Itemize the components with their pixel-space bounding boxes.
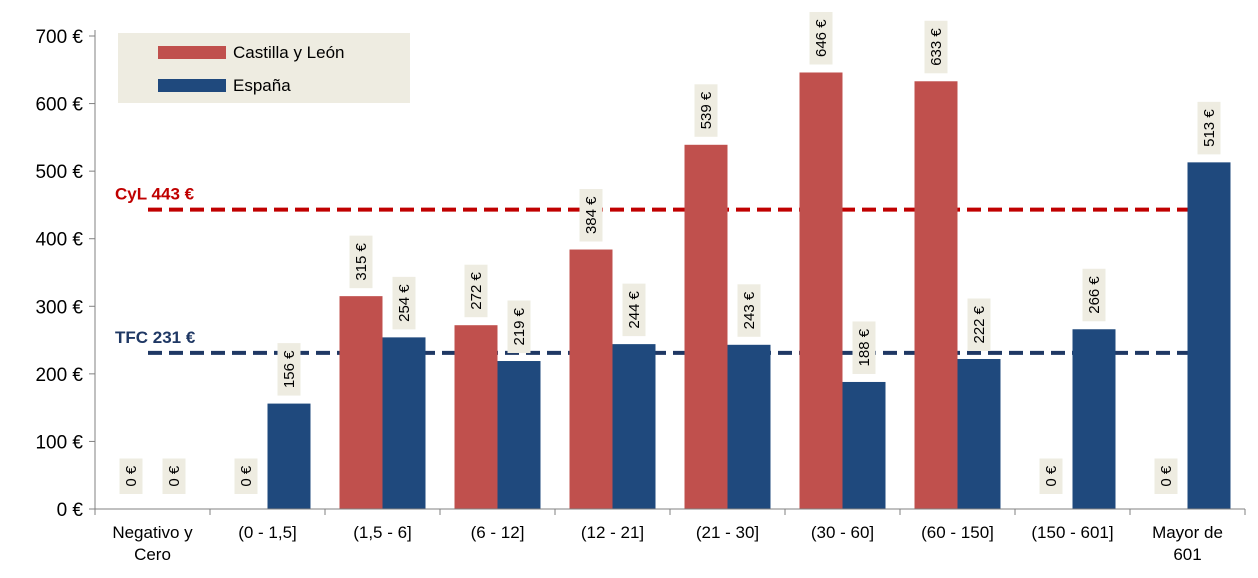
svg-text:0 €: 0 € xyxy=(1043,465,1060,487)
x-axis: Negativo y Cero (0 - 1,5] (1,5 - 6] (6 - 12]… xyxy=(94,508,1246,564)
bar xyxy=(1072,329,1116,509)
bar xyxy=(267,403,311,509)
y-tick-label: 0 € xyxy=(57,500,84,521)
svg-text:272 €: 272 € xyxy=(468,272,485,310)
bar xyxy=(339,296,383,509)
svg-text:254 €: 254 € xyxy=(396,284,413,322)
legend: Castilla y León España xyxy=(118,33,410,103)
reference-line-label: TFC 231 € xyxy=(115,328,196,347)
svg-text:0 €: 0 € xyxy=(166,465,183,487)
bar xyxy=(1187,162,1231,509)
data-label: 646 € xyxy=(809,11,833,65)
svg-text:384 €: 384 € xyxy=(583,196,600,234)
svg-text:633 €: 633 € xyxy=(928,28,945,66)
svg-text:244 €: 244 € xyxy=(626,290,643,328)
data-label: 0 € xyxy=(1039,458,1063,494)
x-tick-label: (150 - 601] xyxy=(1031,523,1113,542)
svg-text:266 €: 266 € xyxy=(1086,276,1103,314)
bars xyxy=(267,72,1231,510)
bar xyxy=(497,361,541,509)
bar xyxy=(684,144,728,510)
data-label: 266 € xyxy=(1082,268,1106,322)
svg-text:315 €: 315 € xyxy=(353,242,370,280)
reference-line-label: CyL 443 € xyxy=(115,185,195,204)
y-tick-label: 200 € xyxy=(35,365,83,386)
svg-text:0 €: 0 € xyxy=(1158,465,1175,487)
data-labels: 0 € 0 € 315 € 272 € 384 € 539 € 646 € 633 € 0 € 0… xyxy=(119,11,1221,494)
svg-text:0 €: 0 € xyxy=(123,465,140,487)
y-tick-label: 500 € xyxy=(35,162,83,183)
x-tick-label: (30 - 60] xyxy=(811,523,874,542)
data-label: 315 € xyxy=(349,235,373,289)
data-label: 188 € xyxy=(852,321,876,374)
y-tick-label: 700 € xyxy=(35,27,83,48)
data-label: 243 € xyxy=(737,284,761,337)
data-label: 272 € xyxy=(464,264,488,318)
x-tick-label: (0 - 1,5] xyxy=(238,523,297,542)
reference-lines: CyL 443 € TFC 231 € xyxy=(115,185,1230,355)
y-axis: 0 € 100 € 200 € 300 € 400 € 500 € 600 € 700 € xyxy=(35,27,96,521)
bar xyxy=(957,358,1001,509)
x-tick-label: Mayor de 601 xyxy=(1152,523,1223,564)
y-tick-label: 400 € xyxy=(35,230,83,251)
svg-text:539 €: 539 € xyxy=(698,91,715,129)
x-tick-label: (6 - 12] xyxy=(471,523,525,542)
data-label: 633 € xyxy=(924,20,948,74)
x-tick-label: (1,5 - 6] xyxy=(353,523,412,542)
data-label: 539 € xyxy=(694,84,718,137)
data-label: 384 € xyxy=(579,189,603,242)
svg-text:188 €: 188 € xyxy=(856,328,873,366)
bar xyxy=(382,337,426,509)
data-label: 0 € xyxy=(234,458,258,494)
x-tick-label: (12 - 21] xyxy=(581,523,644,542)
bar xyxy=(727,344,771,509)
data-label: 254 € xyxy=(392,276,416,330)
data-label: 222 € xyxy=(967,298,991,351)
bar xyxy=(569,249,613,510)
svg-text:513 €: 513 € xyxy=(1201,109,1218,147)
svg-text:219 €: 219 € xyxy=(511,307,528,345)
data-label: 0 € xyxy=(1154,458,1178,494)
bar xyxy=(914,81,958,509)
svg-text:222 €: 222 € xyxy=(971,305,988,343)
data-label: 156 € xyxy=(277,343,301,396)
data-label: 0 € xyxy=(119,458,143,494)
x-tick-label: (60 - 150] xyxy=(921,523,994,542)
bar xyxy=(842,381,886,509)
legend-label: Castilla y León xyxy=(233,43,345,62)
data-label: 513 € xyxy=(1197,101,1221,155)
legend-label: España xyxy=(233,76,291,95)
svg-text:0 €: 0 € xyxy=(238,465,255,487)
x-tick-label: Negativo y Cero xyxy=(112,523,193,564)
legend-swatch xyxy=(158,79,226,92)
data-label: 0 € xyxy=(162,458,186,494)
svg-text:646 €: 646 € xyxy=(813,19,830,57)
y-tick-label: 100 € xyxy=(35,432,83,453)
data-label: 244 € xyxy=(622,283,646,337)
y-tick-label: 600 € xyxy=(35,95,83,116)
data-label: 219 € xyxy=(507,300,531,354)
x-tick-label: (21 - 30] xyxy=(696,523,759,542)
bar xyxy=(612,344,656,509)
bar xyxy=(799,72,843,509)
bar xyxy=(454,325,498,509)
y-tick-label: 300 € xyxy=(35,297,83,318)
svg-text:243 €: 243 € xyxy=(741,291,758,329)
legend-swatch xyxy=(158,46,226,59)
svg-text:156 €: 156 € xyxy=(281,350,298,388)
